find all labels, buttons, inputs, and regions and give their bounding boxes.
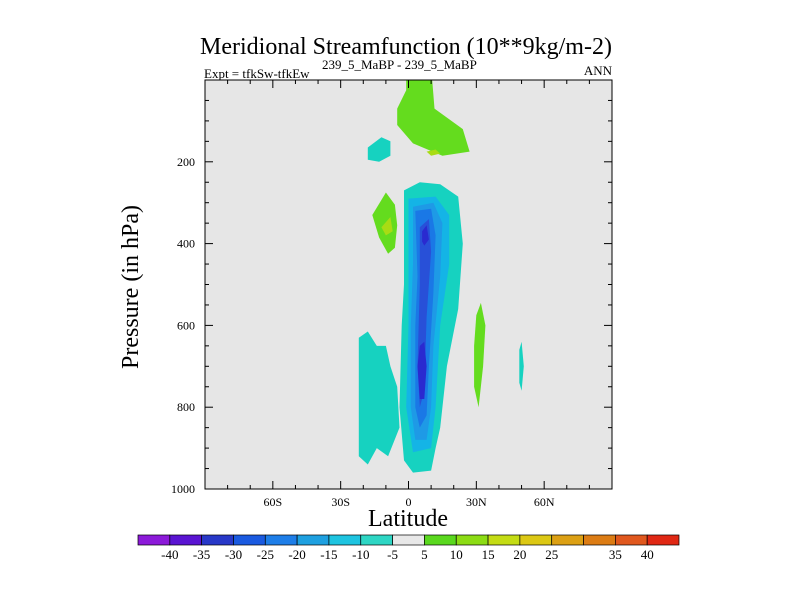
contour-regions (358, 80, 524, 473)
colorbar-label: 20 (513, 547, 526, 562)
colorbar-label: -10 (352, 547, 369, 562)
x-tick-label: 30N (466, 495, 487, 509)
contour-negative-lower-core (417, 341, 427, 399)
colorbar-swatch (360, 534, 393, 546)
colorbar-label: -30 (225, 547, 242, 562)
axes: 60S 30S 0 30N 60N 200 400 600 800 1000 (171, 80, 613, 509)
x-tick-label: 60S (263, 495, 282, 509)
x-tick-label: 0 (406, 495, 412, 509)
contour-positive-cell-top-inner (426, 149, 441, 156)
colorbar-label: -35 (193, 547, 210, 562)
colorbar-label: 10 (450, 547, 463, 562)
colorbar-swatch (233, 534, 266, 546)
colorbar-label: -5 (387, 547, 398, 562)
colorbar-label: 25 (545, 547, 558, 562)
colorbar-label: -15 (320, 547, 337, 562)
colorbar-label: -25 (257, 547, 274, 562)
colorbar-swatch (646, 534, 680, 546)
colorbar-label: 40 (641, 547, 654, 562)
colorbar-swatch (392, 534, 425, 546)
colorbar-swatch (137, 534, 171, 546)
contour-negative-right-small-cell (519, 341, 524, 391)
colorbar-label: 15 (482, 547, 495, 562)
colorbar-swatch (487, 534, 521, 546)
y-tick-label: 200 (177, 155, 195, 169)
contour-positive-left-cell (372, 192, 398, 254)
y-tick-label: 600 (177, 318, 195, 332)
colorbar-label: 35 (609, 547, 622, 562)
colorbar-swatch (455, 534, 489, 546)
contour-negative-small-cell (367, 137, 391, 162)
chart-subtitle-left: Expt = tfkSw-tfkEw (204, 66, 310, 81)
colorbar-swatch (264, 534, 298, 546)
y-tick-label: 400 (177, 237, 195, 251)
chart-subtitle-right: ANN (584, 63, 613, 78)
colorbar-swatch (551, 534, 584, 546)
x-tick-label: 60N (534, 495, 555, 509)
colorbar-label: -40 (161, 547, 178, 562)
colorbar-swatch (201, 534, 234, 546)
y-axis-label: Pressure (in hPa) (118, 205, 144, 369)
colorbar-swatch (424, 534, 457, 546)
y-tick-label: 800 (177, 400, 195, 414)
colorbar-swatch (296, 534, 330, 546)
colorbar-label: 5 (421, 547, 428, 562)
y-tick-label: 1000 (171, 482, 195, 496)
colorbar-label: -20 (288, 547, 305, 562)
chart-title: Meridional Streamfunction (10**9kg/m-2) (200, 34, 612, 60)
colorbar-swatch (169, 534, 202, 546)
colorbar-swatch (614, 534, 648, 546)
colorbar-swatch (328, 534, 362, 546)
colorbar-swatch (519, 534, 553, 546)
x-axis-label: Latitude (368, 506, 448, 532)
colorbar-swatch (583, 534, 616, 546)
contour-positive-cell-top (397, 80, 470, 156)
contour-positive-left-cell-inner (381, 217, 393, 236)
chart-subtitle-center: 239_5_MaBP - 239_5_MaBP (322, 57, 477, 72)
contour-negative-upper-core (422, 225, 429, 246)
contour-positive-right-cell (474, 302, 486, 408)
x-tick-label: 30S (331, 495, 350, 509)
contour-negative-left-cell (358, 331, 400, 465)
colorbar: -40 -35 -30 -25 -20 -15 -10 -5 5 10 15 20 25 35 40 (137, 534, 680, 562)
